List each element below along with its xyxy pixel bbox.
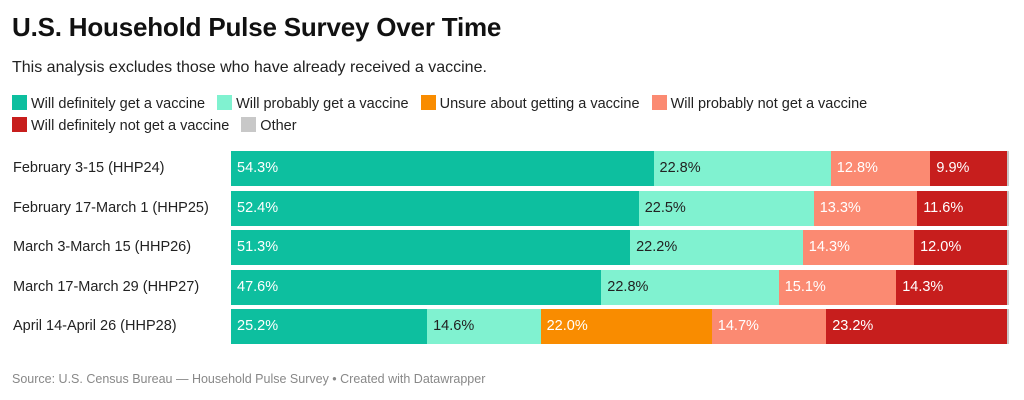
data-label: 9.9% (936, 160, 970, 176)
category-label: March 3-March 15 (HHP26) (13, 239, 192, 255)
bar-segment (638, 191, 814, 226)
bar-segment (231, 309, 428, 344)
bar-segment (914, 230, 1008, 265)
bar-segment (653, 151, 831, 186)
legend-label: Other (260, 118, 297, 134)
bar-segment (930, 151, 1008, 186)
legend-label: Will definitely not get a vaccine (31, 118, 230, 134)
legend-label: Will definitely get a vaccine (31, 96, 206, 112)
data-label: 14.3% (808, 239, 850, 255)
legend-swatch (217, 95, 233, 110)
legend-label: Unsure about getting a vaccine (439, 96, 640, 112)
bar-segment (1007, 270, 1009, 305)
legend-item: Will definitely get a vaccine (12, 95, 206, 112)
legend-label: Will probably get a vaccine (236, 96, 409, 112)
legend-swatch (241, 117, 257, 132)
legend-item: Other (241, 117, 297, 134)
data-label: 23.2% (832, 318, 874, 334)
legend-swatch (420, 95, 436, 110)
bar-segment (813, 191, 918, 226)
bar-segment (802, 230, 915, 265)
data-label: 14.3% (902, 279, 944, 295)
data-label: 52.4% (237, 200, 279, 216)
bar-segment (1007, 191, 1009, 226)
bar-segment (917, 191, 1008, 226)
bar-segment (540, 309, 712, 344)
data-label: 47.6% (237, 279, 279, 295)
bar-segment (231, 270, 602, 305)
bar-segment (601, 270, 779, 305)
legend-item: Will probably not get a vaccine (651, 95, 868, 112)
data-label: 51.3% (237, 239, 279, 255)
chart-legend: Will definitely get a vaccine Will proba… (12, 93, 1012, 137)
data-label: 12.0% (920, 239, 962, 255)
data-label: 22.5% (644, 200, 686, 216)
bar-segment (1007, 151, 1009, 186)
legend-item: Unsure about getting a vaccine (420, 95, 640, 112)
legend-swatch (12, 117, 27, 132)
bar-segment (231, 230, 631, 265)
bar-segment (826, 309, 1007, 344)
data-label: 22.8% (659, 160, 701, 176)
bar-segment (630, 230, 803, 265)
data-label: 13.3% (819, 200, 861, 216)
bar-segment (778, 270, 897, 305)
data-label: 54.3% (237, 160, 279, 176)
category-label: March 17-March 29 (HHP27) (13, 279, 200, 295)
bar-segment (711, 309, 827, 344)
data-label: 15.1% (784, 279, 826, 295)
data-label: 12.8% (836, 160, 878, 176)
legend-label: Will probably not get a vaccine (670, 96, 868, 112)
data-label: 22.8% (607, 279, 649, 295)
category-label: February 3-15 (HHP24) (13, 160, 165, 176)
bar-segment (896, 270, 1008, 305)
category-label: April 14-April 26 (HHP28) (13, 318, 177, 334)
data-label: 22.2% (636, 239, 678, 255)
bar-segment (231, 151, 654, 186)
legend-swatch (12, 95, 27, 110)
chart-title: U.S. Household Pulse Survey Over Time (12, 12, 502, 42)
legend-item: Will probably get a vaccine (217, 95, 409, 112)
bar-segment (830, 151, 931, 186)
data-label: 22.0% (546, 318, 588, 334)
bar-segment (427, 309, 541, 344)
category-label: February 17-March 1 (HHP25) (13, 200, 209, 216)
legend-item: Will definitely not get a vaccine (12, 117, 230, 134)
legend-swatch (651, 95, 667, 110)
data-label: 14.6% (433, 318, 475, 334)
bar-segment (231, 191, 639, 226)
data-label: 11.6% (923, 200, 964, 216)
bar-segment (1006, 309, 1009, 344)
data-label: 14.7% (717, 318, 759, 334)
data-label: 25.2% (237, 318, 279, 334)
chart-subtitle: This analysis excludes those who have al… (12, 59, 487, 76)
source-note: Source: U.S. Census Bureau — Household P… (12, 372, 486, 386)
bar-segment (1007, 230, 1009, 265)
